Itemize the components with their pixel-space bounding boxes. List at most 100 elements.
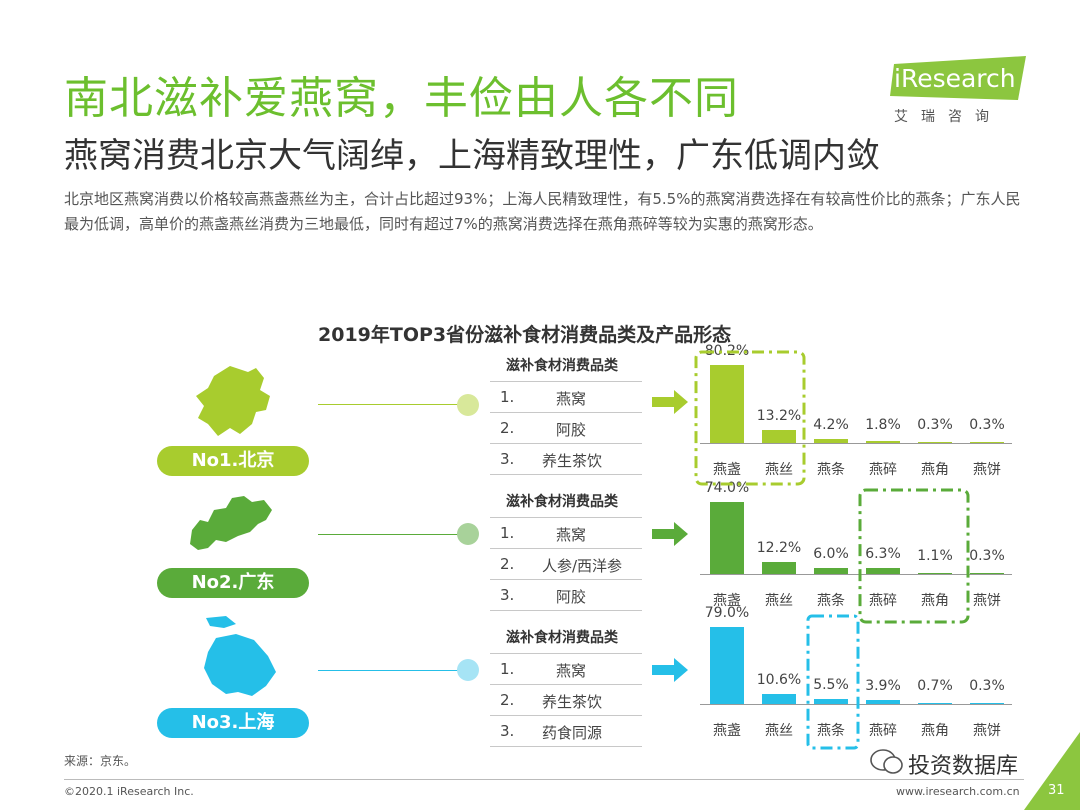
- category-label: 燕碎: [869, 462, 897, 478]
- bar-燕角: [918, 441, 952, 443]
- table-item: 人参/西洋参: [542, 557, 623, 575]
- data-label: 80.2%: [704, 343, 750, 359]
- data-label: 12.2%: [756, 540, 802, 557]
- table-rank: 1.: [500, 524, 515, 542]
- table-rule: [490, 610, 642, 611]
- category-label: 燕丝: [765, 593, 793, 609]
- table-rule: [490, 548, 642, 549]
- category-label: 燕盏: [713, 593, 741, 609]
- data-label: 0.7%: [917, 678, 953, 694]
- page-corner: [1024, 732, 1080, 810]
- bar-燕饼: [970, 572, 1004, 574]
- table-rank: 2.: [500, 419, 515, 437]
- bar-燕丝: [762, 693, 796, 704]
- table-header: 滋补食材消费品类: [506, 494, 618, 510]
- bar-燕盏: [710, 627, 744, 704]
- table-item: 燕窝: [556, 526, 587, 544]
- data-label: 3.9%: [865, 678, 901, 695]
- connector-beijing: [318, 404, 468, 405]
- data-label: 6.3%: [865, 545, 901, 562]
- table-item: 药食同源: [542, 724, 603, 742]
- page-subtitle: 燕窝消费北京大气阔绰，上海精致理性，广东低调内敛: [64, 136, 880, 176]
- data-label: 1.8%: [865, 417, 901, 433]
- bar-燕碎: [866, 567, 900, 574]
- bar-燕饼: [970, 702, 1004, 704]
- beijing-map-icon: [196, 366, 270, 436]
- data-label: 0.3%: [917, 417, 953, 433]
- connector-shanghai: [318, 670, 468, 671]
- bar-燕角: [918, 702, 952, 704]
- data-label: 1.1%: [917, 548, 953, 564]
- chart-title: 2019年TOP3省份滋补食材消费品类及产品形态: [318, 324, 732, 346]
- table-header: 滋补食材消费品类: [506, 630, 618, 646]
- category-label: 燕条: [817, 462, 845, 478]
- dot-guangdong: [457, 523, 479, 545]
- table-rule: [490, 579, 642, 580]
- bar-燕角: [918, 572, 952, 574]
- iresearch-logo: [890, 56, 1026, 100]
- table-rule: [490, 443, 642, 444]
- shanghai-map-icon: [204, 616, 276, 696]
- copyright: ©2020.1 iResearch Inc.: [64, 785, 194, 798]
- category-label: 燕碎: [869, 593, 897, 609]
- data-label: 79.0%: [704, 605, 750, 622]
- table-rule: [490, 412, 642, 413]
- category-label: 燕角: [921, 723, 949, 739]
- website-link[interactable]: www.iresearch.com.cn: [896, 785, 1020, 798]
- category-label: 燕碎: [869, 723, 897, 739]
- bar-燕碎: [866, 700, 900, 704]
- bar-燕丝: [762, 430, 796, 443]
- table-rank: 3.: [500, 722, 515, 740]
- badge-guangdong: No2.广东: [157, 568, 309, 598]
- page-description: 北京地区燕窝消费以价格较高燕盏燕丝为主，合计占比超过93%；上海人民精致理性，有…: [64, 190, 1021, 233]
- bar-燕条: [814, 698, 848, 704]
- table-rule: [490, 474, 642, 475]
- table-rank: 1.: [500, 388, 515, 406]
- category-label: 燕角: [921, 593, 949, 609]
- category-label: 燕条: [817, 723, 845, 739]
- category-label: 燕饼: [973, 723, 1001, 739]
- guangdong-map-icon: [190, 496, 272, 550]
- category-label: 燕盏: [713, 723, 741, 739]
- category-label: 燕饼: [973, 593, 1001, 609]
- chart-axis: [700, 704, 1012, 705]
- arrow-right-icon: [652, 658, 688, 682]
- logo-cn: 艾瑞咨询: [894, 109, 1002, 125]
- data-label: 0.3%: [969, 678, 1005, 694]
- table-item: 养生茶饮: [542, 693, 603, 711]
- highlight-box-beijing: [694, 350, 806, 486]
- category-label: 燕条: [817, 593, 845, 609]
- table-rule: [490, 653, 642, 654]
- dot-beijing: [457, 394, 479, 416]
- table-rank: 3.: [500, 586, 515, 604]
- highlight-box-shanghai: [806, 614, 860, 750]
- category-label: 燕盏: [713, 462, 741, 478]
- table-rule: [490, 381, 642, 382]
- table-item: 燕窝: [556, 390, 587, 408]
- chart-axis: [700, 574, 1012, 575]
- source-note: 来源：京东。: [64, 754, 137, 768]
- table-header: 滋补食材消费品类: [506, 358, 618, 374]
- data-label: 0.3%: [969, 548, 1005, 564]
- data-label: 5.5%: [813, 676, 849, 693]
- dot-shanghai: [457, 659, 479, 681]
- bar-燕条: [814, 568, 848, 574]
- bar-燕盏: [710, 502, 744, 574]
- table-rank: 3.: [500, 450, 515, 468]
- bar-燕丝: [762, 562, 796, 574]
- table-rule: [490, 715, 642, 716]
- chart-axis: [700, 443, 1012, 444]
- highlight-box-guangdong: [858, 488, 970, 624]
- table-item: 养生茶饮: [542, 452, 603, 470]
- bar-燕碎: [866, 441, 900, 443]
- data-label: 6.0%: [813, 546, 849, 563]
- table-rank: 2.: [500, 691, 515, 709]
- table-item: 燕窝: [556, 662, 587, 680]
- watermark: 投资数据库: [908, 754, 1019, 779]
- connector-guangdong: [318, 534, 468, 535]
- wechat-icon: [870, 749, 903, 774]
- table-rank: 1.: [500, 660, 515, 678]
- badge-shanghai: No3.上海: [157, 708, 309, 738]
- bar-燕条: [814, 438, 848, 443]
- category-label: 燕丝: [765, 462, 793, 478]
